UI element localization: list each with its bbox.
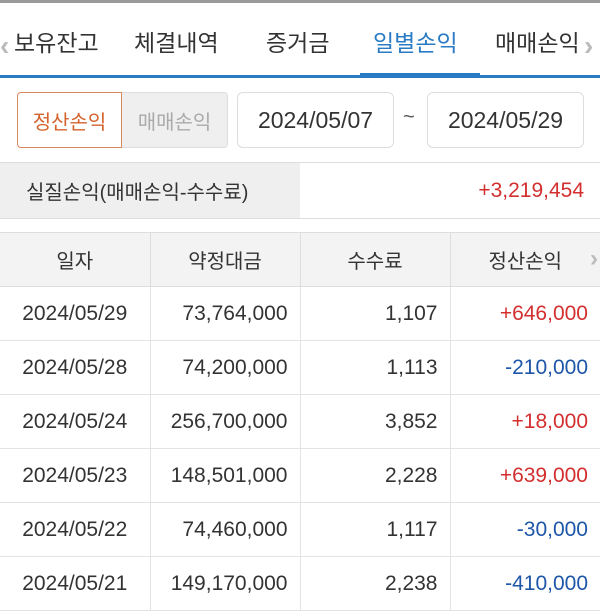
- active-tab-indicator: [360, 73, 480, 78]
- table-row[interactable]: 2024/05/28 74,200,000 1,113 -210,000: [0, 340, 600, 395]
- table-row[interactable]: 2024/05/24 256,700,000 3,852 +18,000: [0, 394, 600, 449]
- cell-contract-amount: 148,501,000: [150, 448, 301, 503]
- cell-settlement-pnl: -30,000: [450, 502, 600, 557]
- tab-bar: ‹ 보유잔고 체결내역 증거금 일별손익 매매손익 ›: [0, 8, 600, 78]
- top-divider: [0, 0, 600, 3]
- header-date: 일자: [0, 232, 151, 287]
- cell-fee: 1,113: [300, 340, 451, 395]
- cell-date: 2024/05/28: [0, 340, 151, 395]
- summary-label: 실질손익(매매손익-수수료): [0, 163, 300, 218]
- cell-contract-amount: 74,200,000: [150, 340, 301, 395]
- table-row[interactable]: 2024/05/29 73,764,000 1,107 +646,000: [0, 286, 600, 341]
- cell-date: 2024/05/29: [0, 286, 151, 341]
- settlement-pnl-toggle[interactable]: 정산손익: [17, 92, 122, 148]
- cell-settlement-pnl: +646,000: [450, 286, 600, 341]
- cell-fee: 2,238: [300, 556, 451, 611]
- cell-date: 2024/05/22: [0, 502, 151, 557]
- tab-margin[interactable]: 증거금: [266, 30, 330, 56]
- header-settlement-pnl-label: 정산손익: [488, 251, 563, 273]
- trading-pnl-toggle[interactable]: 매매손익: [122, 92, 228, 148]
- cell-contract-amount: 73,764,000: [150, 286, 301, 341]
- tab-holdings[interactable]: 보유잔고: [14, 30, 99, 56]
- table-row[interactable]: 2024/05/22 74,460,000 1,117 -30,000: [0, 502, 600, 557]
- cell-fee: 3,852: [300, 394, 451, 449]
- cell-settlement-pnl: -210,000: [450, 340, 600, 395]
- chevron-left-icon[interactable]: ‹: [0, 30, 10, 61]
- cell-settlement-pnl: +639,000: [450, 448, 600, 503]
- cell-fee: 1,107: [300, 286, 451, 341]
- cell-date: 2024/05/24: [0, 394, 151, 449]
- header-settlement-pnl[interactable]: 정산손익 ›: [450, 232, 600, 287]
- tab-trading-pnl[interactable]: 매매손익: [495, 30, 580, 56]
- end-date-field[interactable]: 2024/05/29: [427, 92, 584, 148]
- cell-fee: 2,228: [300, 448, 451, 503]
- cell-settlement-pnl: -410,000: [450, 556, 600, 611]
- cell-contract-amount: 149,170,000: [150, 556, 301, 611]
- cell-settlement-pnl: +18,000: [450, 394, 600, 449]
- chevron-right-icon[interactable]: ›: [590, 245, 598, 272]
- cell-contract-amount: 256,700,000: [150, 394, 301, 449]
- daily-pnl-table: 일자 약정대금 수수료 정산손익 › 2024/05/29 73,764,000 1,…: [0, 232, 600, 611]
- start-date-field[interactable]: 2024/05/07: [237, 92, 394, 148]
- date-separator: ~: [403, 106, 415, 128]
- header-contract-amount: 약정대금: [150, 232, 301, 287]
- chevron-right-icon[interactable]: ›: [584, 30, 594, 61]
- cell-contract-amount: 74,460,000: [150, 502, 301, 557]
- cell-date: 2024/05/23: [0, 448, 151, 503]
- table-row[interactable]: 2024/05/21 149,170,000 2,238 -410,000: [0, 556, 600, 611]
- header-fee: 수수료: [300, 232, 451, 287]
- summary-row: 실질손익(매매손익-수수료) +3,219,454: [0, 162, 600, 219]
- tab-daily-pnl[interactable]: 일별손익: [373, 30, 458, 56]
- table-header: 일자 약정대금 수수료 정산손익 ›: [0, 232, 600, 287]
- cell-date: 2024/05/21: [0, 556, 151, 611]
- table-row[interactable]: 2024/05/23 148,501,000 2,228 +639,000: [0, 448, 600, 503]
- cell-fee: 1,117: [300, 502, 451, 557]
- summary-value: +3,219,454: [478, 178, 584, 202]
- tab-executions[interactable]: 체결내역: [134, 30, 219, 56]
